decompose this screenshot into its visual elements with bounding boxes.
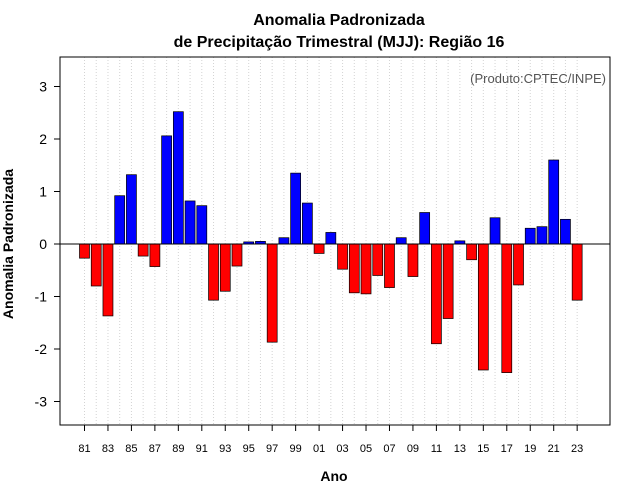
- bar-98: [278, 237, 290, 245]
- x-tick-label: 01: [313, 443, 325, 455]
- y-tick-label: 1: [39, 184, 47, 200]
- bar-94: [231, 243, 243, 267]
- bar-83: [102, 243, 114, 317]
- bar-14: [466, 243, 477, 261]
- bar-88: [161, 135, 172, 245]
- bar-97: [266, 243, 278, 343]
- bar-08: [395, 237, 407, 245]
- x-tick-label: 13: [454, 443, 466, 455]
- bar-84: [114, 195, 126, 245]
- bar-00: [302, 202, 313, 245]
- bar-05: [360, 243, 372, 295]
- bar-12: [442, 243, 454, 319]
- bar-22: [560, 218, 571, 245]
- bar-18: [513, 243, 524, 286]
- source-credit: (Produto:CPTEC/INPE): [470, 71, 606, 86]
- y-tick-label: -3: [35, 394, 48, 410]
- bar-87: [149, 243, 161, 267]
- bar-90: [184, 200, 196, 245]
- bar-11: [431, 243, 442, 345]
- bar-85: [126, 174, 137, 245]
- bar-19: [524, 227, 536, 245]
- bar-23: [571, 243, 583, 301]
- bar-82: [90, 243, 102, 287]
- x-axis: 81 83 85 87 89 91 93 95 97 99 01 03 05 07 09 11 13 15 17 19…: [78, 424, 583, 455]
- x-tick-label: 23: [571, 443, 583, 455]
- bar-09: [407, 243, 419, 277]
- bar-03: [337, 243, 348, 270]
- bar-10: [419, 212, 431, 245]
- bar-01: [313, 243, 325, 254]
- bar-06: [372, 243, 384, 276]
- y-axis-title: Anomalia Padronizada: [0, 169, 16, 319]
- y-tick-label: 0: [39, 236, 47, 252]
- x-tick-label: 95: [243, 443, 255, 455]
- x-axis-title: Ano: [320, 468, 347, 484]
- chart-subtitle: de Precipitação Trimestral (MJJ): Região…: [174, 34, 505, 51]
- chart-title: Anomalia Padronizada: [253, 12, 425, 29]
- bar-92: [208, 243, 219, 301]
- x-tick-label: 89: [172, 443, 184, 455]
- x-tick-label: 93: [219, 443, 231, 455]
- x-tick-label: 21: [548, 443, 560, 455]
- x-tick-label: 05: [360, 443, 372, 455]
- bar-93: [219, 243, 231, 292]
- bar-20: [536, 226, 548, 245]
- x-tick-label: 81: [78, 443, 90, 455]
- bar-15: [477, 243, 489, 371]
- bar-07: [384, 243, 395, 288]
- bar-16: [489, 217, 501, 245]
- bars-layer: [79, 111, 583, 373]
- bar-02: [325, 232, 337, 245]
- x-tick-label: 11: [431, 443, 442, 455]
- y-tick-label: -2: [35, 341, 48, 357]
- x-tick-label: 03: [336, 443, 348, 455]
- bar-04: [348, 243, 360, 294]
- x-tick-label: 83: [102, 443, 114, 455]
- bar-99: [290, 172, 301, 245]
- x-tick-label: 99: [290, 443, 302, 455]
- x-tick-label: 07: [383, 443, 395, 455]
- bar-89: [172, 111, 184, 245]
- x-tick-label: 97: [266, 443, 278, 455]
- y-tick-label: 3: [39, 79, 47, 95]
- x-tick-label: 19: [524, 443, 536, 455]
- bar-17: [501, 243, 513, 373]
- bar-86: [137, 243, 149, 257]
- x-tick-label: 09: [407, 443, 419, 455]
- x-tick-label: 17: [501, 443, 513, 455]
- x-tick-label: 91: [196, 443, 208, 455]
- x-tick-label: 87: [149, 443, 161, 455]
- bar-81: [79, 243, 90, 259]
- bar-91: [196, 205, 208, 245]
- bar-21: [548, 159, 560, 245]
- y-axis: 3 2 1 0 -1 -2 -3: [35, 79, 61, 410]
- y-tick-label: 2: [39, 131, 47, 147]
- y-tick-label: -1: [35, 289, 48, 305]
- x-tick-label: 85: [125, 443, 137, 455]
- x-tick-label: 15: [477, 443, 489, 455]
